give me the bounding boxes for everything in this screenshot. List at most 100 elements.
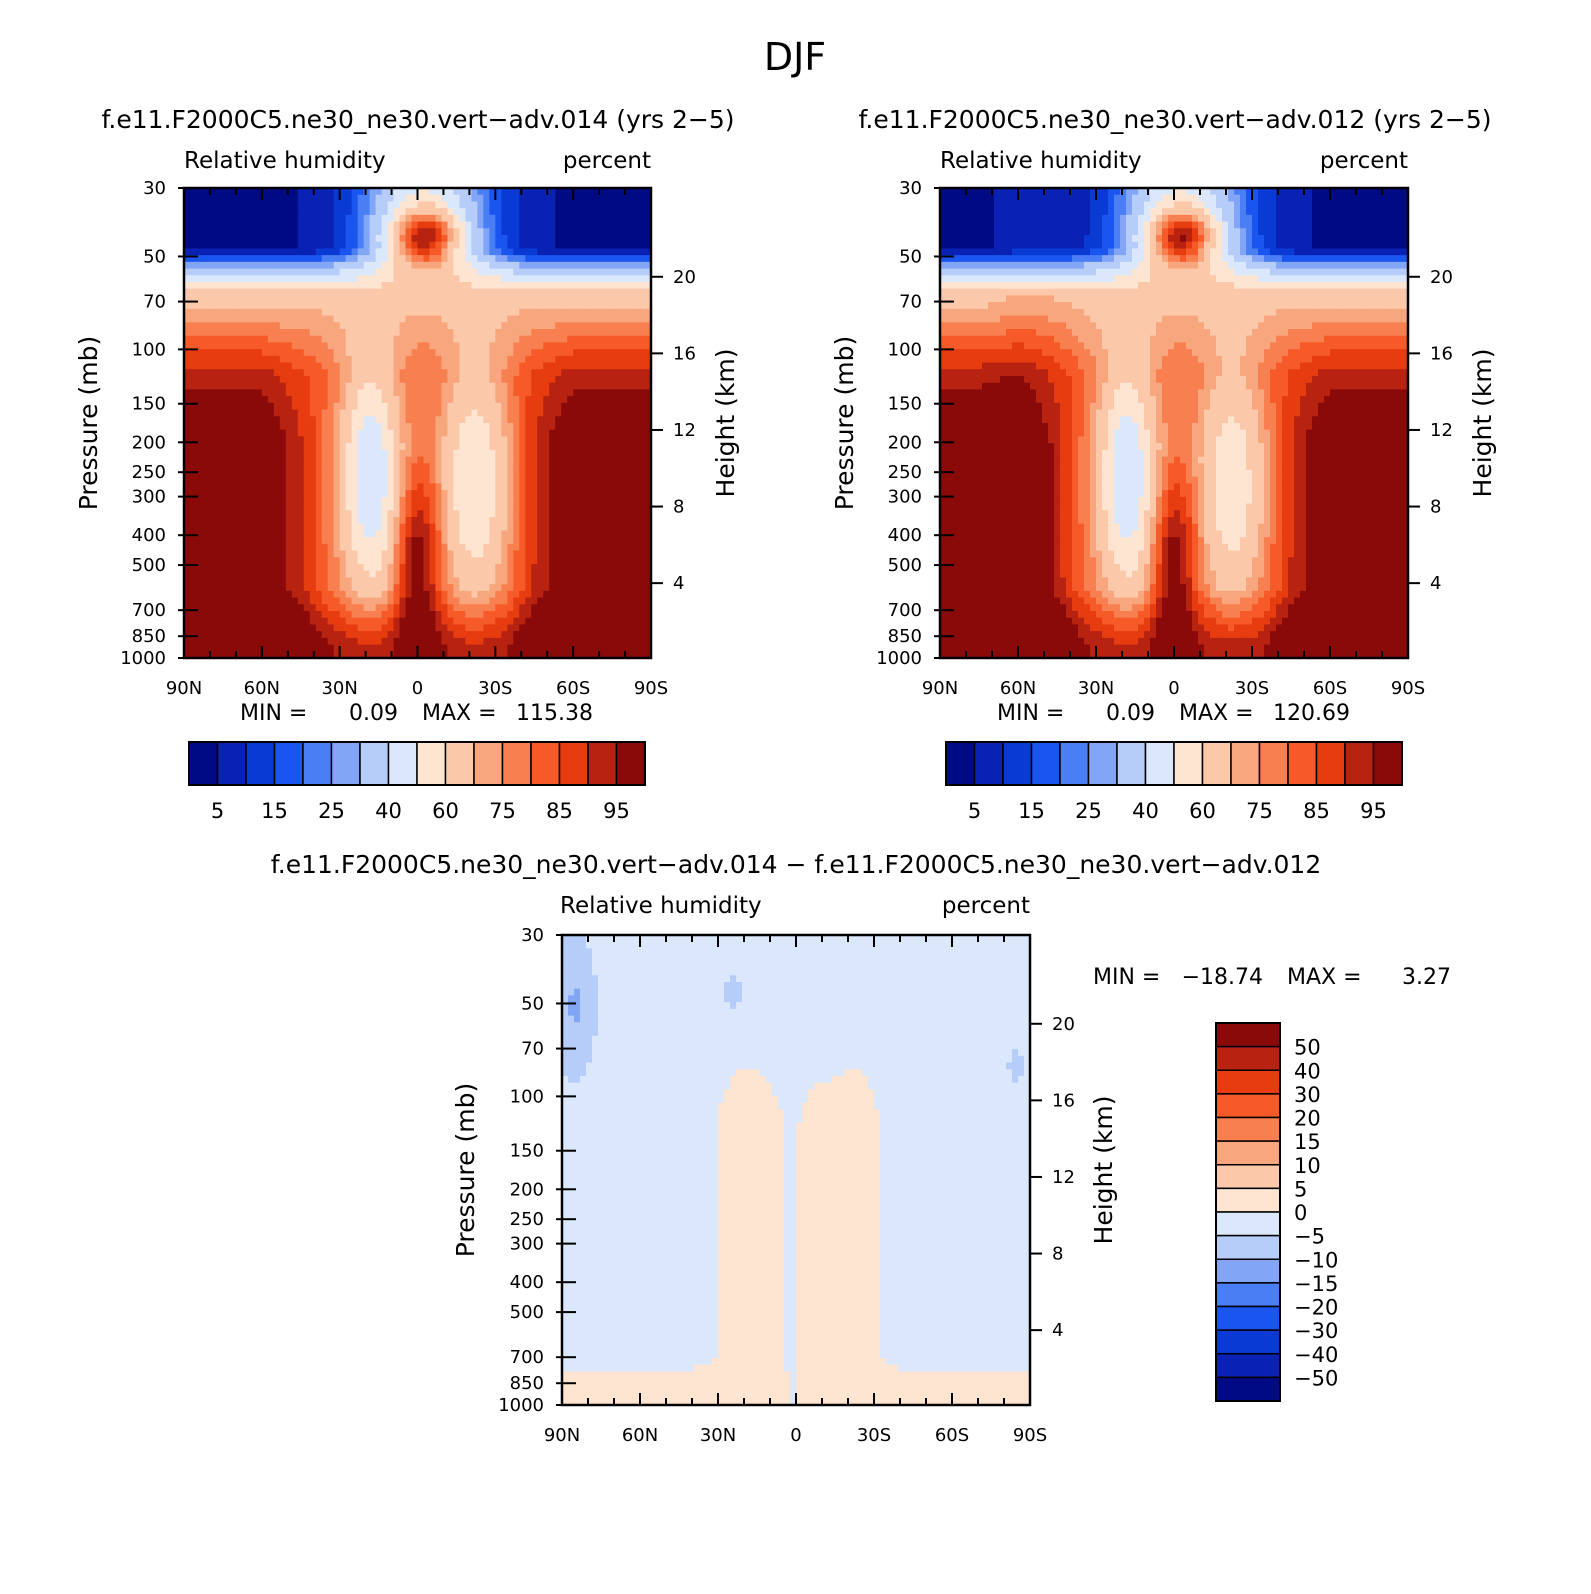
contour-cell — [585, 336, 592, 343]
contour-cell — [196, 497, 203, 504]
contour-cell — [226, 423, 233, 430]
contour-cell — [190, 369, 197, 376]
contour-cell — [250, 598, 257, 605]
contour-cell — [220, 322, 227, 329]
contour-cell — [328, 436, 335, 443]
contour-cell — [585, 396, 592, 403]
contour-cell — [400, 557, 407, 564]
contour-cell — [459, 497, 466, 504]
contour-cell — [459, 416, 466, 423]
contour-cell — [573, 289, 580, 296]
contour-cell — [585, 537, 592, 544]
contour-cell — [262, 336, 269, 343]
contour-cell — [489, 571, 496, 578]
contour-cell — [531, 302, 538, 309]
contour-cell — [591, 329, 598, 336]
contour-cell — [639, 463, 646, 470]
contour-cell — [328, 477, 335, 484]
contour-cell — [573, 329, 580, 336]
contour-cell — [579, 604, 586, 611]
contour-cell — [465, 470, 472, 477]
contour-cell — [471, 591, 478, 598]
contour-cell — [603, 289, 610, 296]
contour-cell — [352, 410, 359, 417]
contour-cell — [477, 577, 484, 584]
contour-cell — [376, 430, 383, 437]
contour-cell — [423, 436, 430, 443]
contour-cell — [603, 255, 610, 262]
contour-cell — [549, 571, 556, 578]
contour-cell — [501, 436, 508, 443]
contour-cell — [328, 215, 335, 222]
contour-cell — [346, 403, 353, 410]
contour-cell — [525, 497, 532, 504]
contour-cell — [507, 235, 514, 242]
contour-cell — [435, 215, 442, 222]
contour-cell — [298, 430, 305, 437]
contour-cell — [364, 275, 371, 282]
contour-cell — [537, 450, 544, 457]
contour-cell — [220, 255, 227, 262]
contour-cell — [268, 383, 275, 390]
contour-cell — [400, 410, 407, 417]
contour-cell — [531, 423, 538, 430]
contour-cell — [555, 443, 562, 450]
contour-cell — [370, 329, 377, 336]
contour-cell — [543, 537, 550, 544]
contour-cell — [292, 611, 299, 618]
contour-cell — [400, 416, 407, 423]
contour-cell — [627, 242, 634, 249]
contour-cell — [513, 463, 520, 470]
contour-cell — [364, 215, 371, 222]
contour-cell — [471, 208, 478, 215]
contour-cell — [465, 195, 472, 202]
contour-cell — [477, 269, 484, 276]
contour-cell — [250, 322, 257, 329]
contour-cell — [579, 564, 586, 571]
contour-cell — [322, 201, 329, 208]
contour-cell — [441, 571, 448, 578]
contour-cell — [447, 537, 454, 544]
contour-cell — [388, 598, 395, 605]
contour-cell — [352, 436, 359, 443]
contour-cell — [453, 309, 460, 316]
contour-cell — [208, 584, 215, 591]
contour-cell — [531, 530, 538, 537]
contour-cell — [561, 551, 568, 558]
contour-cell — [573, 302, 580, 309]
contour-cell — [346, 497, 353, 504]
contour-cell — [244, 564, 251, 571]
contour-cell — [543, 530, 550, 537]
contour-cell — [208, 208, 215, 215]
contour-cell — [244, 571, 251, 578]
contour-cell — [340, 235, 347, 242]
contour-cell — [441, 228, 448, 235]
contour-cell — [400, 376, 407, 383]
contour-cell — [447, 242, 454, 249]
contour-cell — [483, 611, 490, 618]
contour-cell — [418, 530, 425, 537]
contour-cell — [298, 564, 305, 571]
contour-cell — [262, 316, 269, 323]
contour-cell — [459, 463, 466, 470]
contour-cell — [531, 316, 538, 323]
contour-cell — [394, 470, 401, 477]
contour-cell — [597, 571, 604, 578]
contour-cell — [310, 255, 317, 262]
contour-cell — [352, 450, 359, 457]
contour-cell — [597, 463, 604, 470]
contour-cell — [214, 195, 221, 202]
contour-cell — [190, 201, 197, 208]
contour-cell — [346, 295, 353, 302]
contour-cell — [561, 544, 568, 551]
contour-cell — [609, 248, 616, 255]
contour-cell — [208, 477, 215, 484]
contour-cell — [382, 356, 389, 363]
contour-cell — [340, 363, 347, 370]
contour-cell — [633, 269, 640, 276]
contour-cell — [364, 403, 371, 410]
contour-cell — [208, 309, 215, 316]
contour-cell — [435, 544, 442, 551]
contour-cell — [226, 443, 233, 450]
contour-cell — [615, 389, 622, 396]
